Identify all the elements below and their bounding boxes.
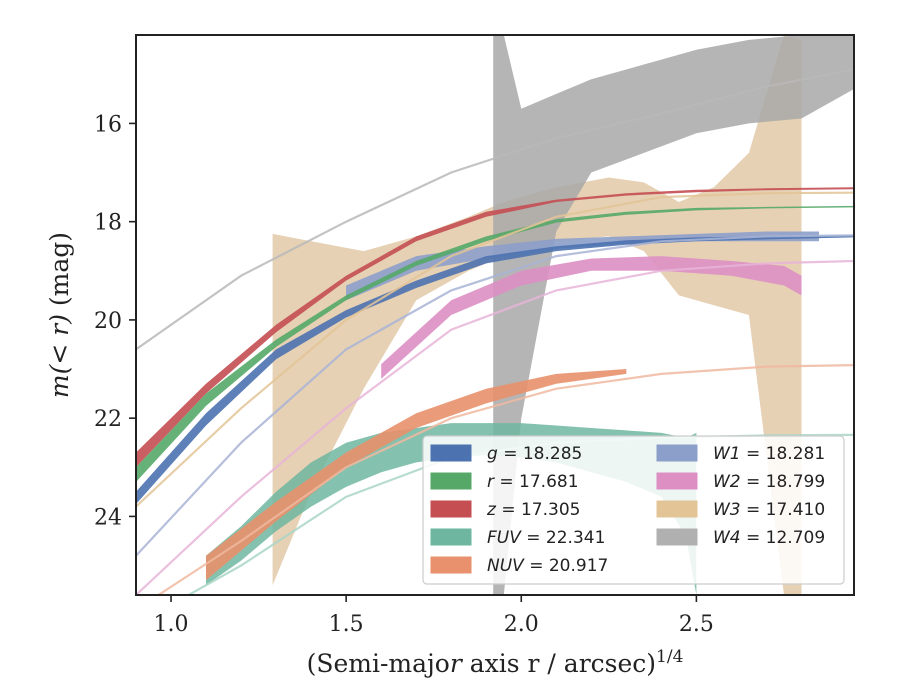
x-tick-label: 1.0 <box>154 612 189 637</box>
legend-frame <box>422 435 845 585</box>
x-axis-label: (Semi-major axis r / arcsec)1/4 <box>307 647 684 678</box>
y-axis-ticks: 16 18 20 22 24 <box>94 112 136 530</box>
y-tick-label: 16 <box>94 112 122 137</box>
legend-label-r: r = 17.681 <box>487 472 579 492</box>
legend-swatch-W4 <box>656 528 698 546</box>
series-model-line-W1 <box>136 234 854 557</box>
plot-frame <box>135 34 855 596</box>
legend-label-W2: W2 = 18.799 <box>713 472 825 492</box>
y-tick-label: 20 <box>94 309 122 334</box>
series-model-line-W4 <box>136 68 854 351</box>
x-axis-ticks: 1.0 1.5 2.0 2.5 <box>154 595 714 637</box>
legend-label-z: z = 17.305 <box>486 500 580 520</box>
series-band-z <box>136 187 854 468</box>
series-model-line-W3 <box>136 191 854 508</box>
legend-label-W1: W1 = 18.281 <box>713 444 825 464</box>
legend-swatch-g <box>430 444 472 462</box>
y-axis-label: m(< r) (mag) <box>45 232 74 398</box>
x-tick-label: 2.0 <box>504 612 539 637</box>
y-tick-label: 24 <box>94 505 122 530</box>
legend-swatch-W1 <box>656 444 698 462</box>
legend-label-FUV: FUV = 22.341 <box>487 528 605 548</box>
legend-label-NUV: NUV = 20.917 <box>487 556 608 576</box>
series-model-line-NUV <box>156 364 854 595</box>
y-tick-label: 22 <box>94 407 122 432</box>
x-tick-label: 1.5 <box>329 612 364 637</box>
series-model-line-W2 <box>136 259 854 595</box>
legend-swatch-z <box>430 500 472 518</box>
legend-label-g: g = 18.285 <box>487 444 582 464</box>
series-band-W3 <box>272 35 802 595</box>
legend-swatch-FUV <box>430 528 472 546</box>
legend-swatch-r <box>430 472 472 490</box>
legend-swatch-W2 <box>656 472 698 490</box>
y-tick-label: 18 <box>94 211 122 236</box>
x-tick-label: 2.5 <box>679 612 714 637</box>
legend-swatch-W3 <box>656 500 698 518</box>
legend-label-W3: W3 = 17.410 <box>713 500 825 520</box>
series-band-r <box>136 205 854 482</box>
legend-swatch-NUV <box>430 556 472 574</box>
series-band-W4 <box>493 35 854 595</box>
legend: g = 18.285 r = 17.681 z = 17.305 FUV = 22.3… <box>422 435 845 585</box>
legend-label-W4: W4 = 12.709 <box>713 528 825 548</box>
series-band-W2 <box>381 256 802 379</box>
